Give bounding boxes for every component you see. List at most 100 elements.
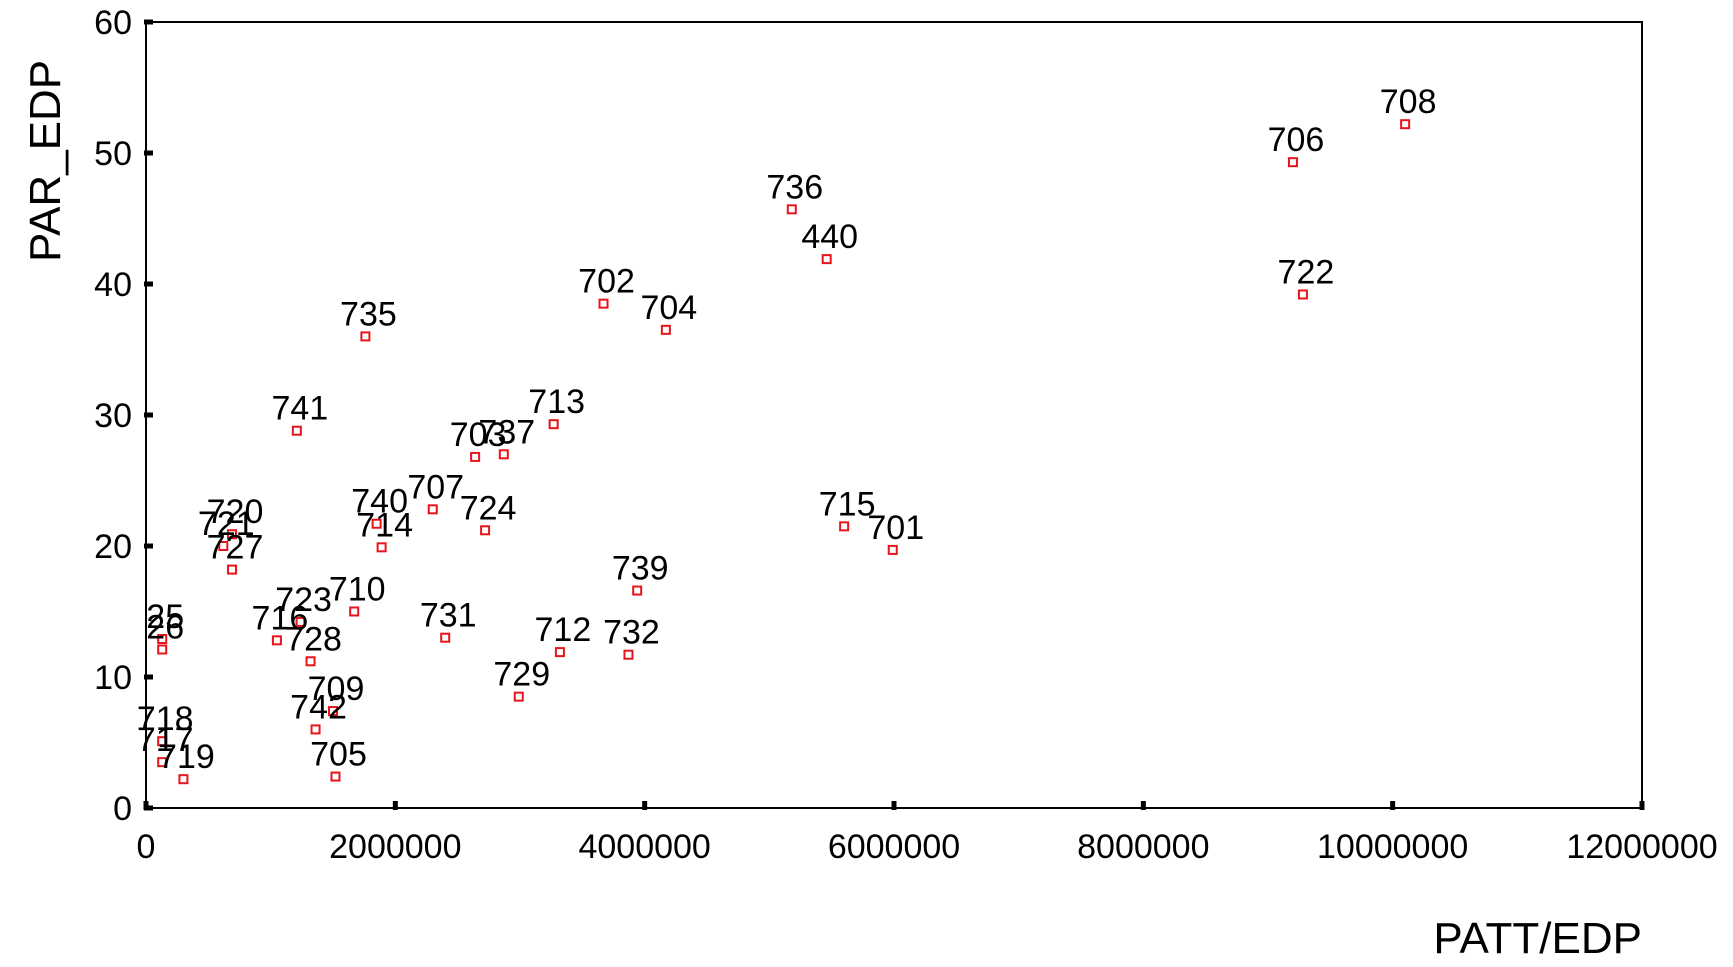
data-point-label: 720 — [207, 493, 264, 531]
data-point-label: 701 — [867, 509, 924, 547]
data-point — [218, 541, 229, 551]
x-tick-label: 8000000 — [1077, 828, 1209, 866]
y-axis-title: PAR_EDP — [21, 60, 70, 262]
data-point-label: 719 — [158, 738, 215, 776]
data-point-label: 702 — [578, 263, 635, 301]
data-point — [786, 204, 797, 215]
data-point-label: 736 — [766, 168, 823, 206]
data-point-label: 741 — [271, 390, 328, 428]
y-tick-label: 40 — [94, 266, 132, 304]
y-tick-label: 50 — [94, 135, 132, 173]
data-point — [887, 544, 898, 555]
data-point — [328, 706, 338, 717]
data-point — [440, 632, 451, 643]
y-tick-label: 30 — [94, 397, 132, 435]
data-point-label: 704 — [640, 289, 697, 327]
data-point — [305, 656, 316, 667]
y-tick-label: 0 — [113, 790, 132, 828]
data-point — [310, 724, 321, 735]
data-point — [554, 647, 565, 658]
data-point — [660, 324, 671, 335]
data-point-label: 737 — [478, 413, 535, 451]
data-point — [498, 449, 509, 460]
data-point — [227, 564, 238, 575]
data-point-label: 706 — [1268, 121, 1325, 159]
data-point — [376, 542, 387, 553]
data-point-label: 722 — [1278, 253, 1335, 291]
data-point — [470, 451, 481, 462]
data-point — [349, 606, 360, 617]
data-points — [157, 119, 1411, 785]
data-point — [632, 585, 643, 596]
data-point-label: 739 — [612, 550, 669, 588]
x-axis: 0 2000000 4000000 6000000 8000000 10000000 120… — [137, 801, 1718, 866]
x-tick-label: 12000000 — [1566, 828, 1717, 866]
plot-frame — [145, 21, 1643, 809]
data-point-label: 724 — [460, 489, 517, 527]
data-point — [178, 774, 189, 785]
data-point — [1400, 119, 1411, 130]
data-point — [427, 504, 438, 515]
data-point-label: 729 — [493, 656, 550, 694]
data-point-label: 723 — [275, 581, 332, 619]
x-tick-label: 0 — [137, 828, 156, 866]
data-point-label: 742 — [290, 688, 347, 726]
data-point — [157, 634, 168, 645]
data-point — [271, 635, 282, 646]
data-point-label: 714 — [356, 506, 413, 544]
data-point-label: 740 — [351, 483, 408, 521]
data-point — [548, 419, 559, 430]
data-point — [157, 736, 168, 747]
data-point-label: 735 — [340, 295, 397, 333]
data-point — [157, 757, 168, 768]
data-point — [480, 525, 491, 536]
data-point-label: 708 — [1380, 83, 1437, 121]
data-point-label: 707 — [407, 468, 464, 506]
data-point-label: 728 — [285, 620, 342, 658]
data-point — [1297, 289, 1308, 300]
data-point-label: 25 — [146, 598, 184, 636]
plot-border — [145, 21, 1643, 809]
data-point-label: 440 — [801, 218, 858, 256]
data-point-label: 710 — [329, 571, 386, 609]
data-point-label: 727 — [207, 529, 264, 567]
data-point — [623, 649, 634, 660]
y-tick-label: 20 — [94, 528, 132, 566]
data-point-label: 712 — [535, 611, 592, 649]
data-point-label: 732 — [603, 614, 660, 652]
data-point — [330, 771, 341, 782]
data-point-label: 731 — [420, 597, 477, 635]
data-point — [371, 518, 382, 529]
x-tick-label: 2000000 — [329, 828, 461, 866]
data-point — [360, 331, 371, 342]
y-axis: 0 10 20 30 40 50 60 — [94, 4, 153, 828]
data-point-label: 716 — [252, 599, 309, 637]
x-tick-label: 4000000 — [578, 828, 710, 866]
data-point-label: 721 — [198, 505, 255, 543]
data-point — [839, 521, 850, 532]
data-point-label: 703 — [450, 416, 507, 454]
data-point — [291, 425, 302, 436]
data-point — [1287, 157, 1298, 168]
data-point-label: 715 — [819, 485, 876, 523]
x-tick-label: 10000000 — [1317, 828, 1468, 866]
data-point — [227, 529, 238, 540]
y-tick-label: 10 — [94, 659, 132, 697]
y-tick-label: 60 — [94, 4, 132, 42]
x-axis-title: PATT/EDP — [1433, 914, 1642, 963]
data-point — [598, 298, 609, 309]
data-point-label: 718 — [137, 700, 194, 738]
data-point-label: 26 — [146, 608, 184, 646]
data-point-label: 705 — [310, 736, 367, 774]
data-point — [513, 691, 524, 702]
data-point — [295, 616, 306, 627]
data-point — [157, 644, 168, 655]
data-point-label: 713 — [528, 383, 585, 421]
data-point-label: 709 — [308, 670, 365, 708]
x-tick-label: 6000000 — [828, 828, 960, 866]
data-point-label: 717 — [137, 721, 194, 759]
data-point — [821, 254, 832, 265]
